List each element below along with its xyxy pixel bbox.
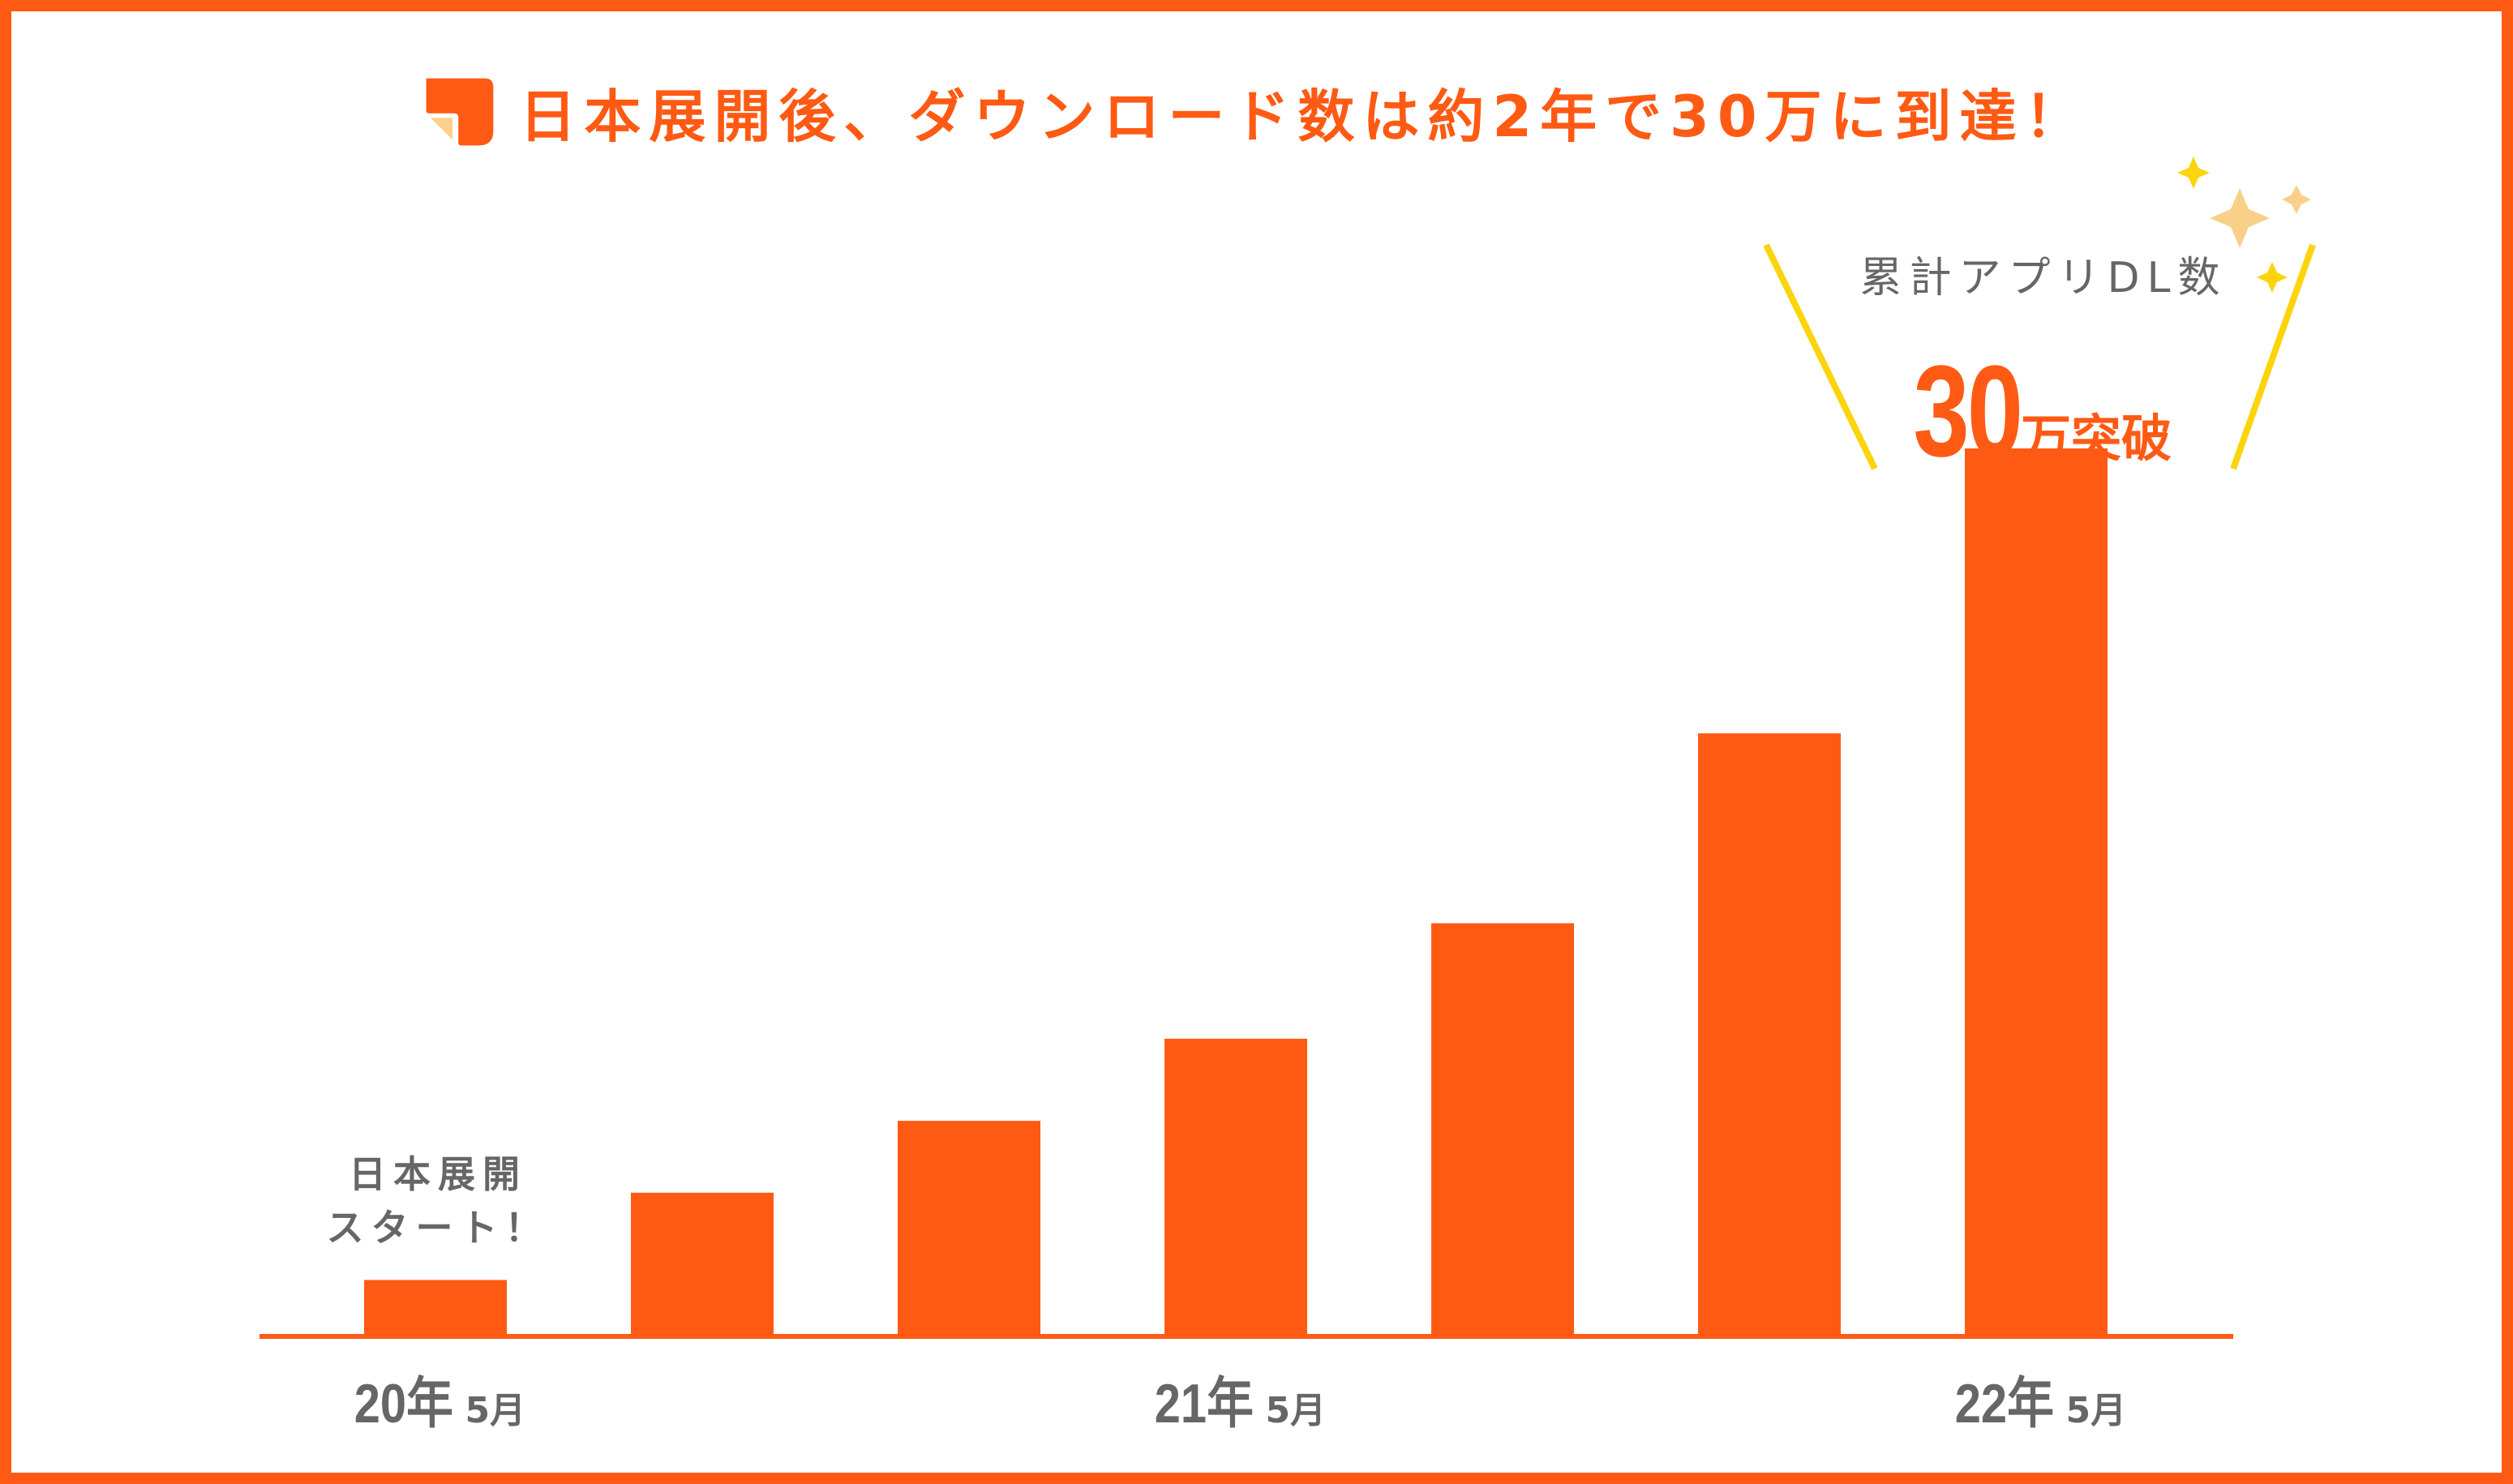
x-tick-month: 5月 (465, 1390, 526, 1431)
bars (364, 448, 2108, 1336)
page-title: 日本展開後、ダウンロード数は約2年で30万に到達！ (519, 83, 2090, 150)
launch-note-line2: スタート！ (326, 1206, 550, 1250)
bar-1 (631, 1192, 774, 1336)
bar-0 (364, 1280, 507, 1336)
x-tick-label-1: 21年 5月 (1098, 1358, 1374, 1439)
header: 日本展開後、ダウンロード数は約2年で30万に到達！ (0, 75, 2513, 150)
launch-note: 日本展開 スタート！ (300, 1147, 576, 1255)
total-downloads-annotation: 累計アプリDL数 30万突破 (1768, 243, 2319, 486)
bar-6 (1965, 448, 2108, 1336)
annotation-label: 累計アプリDL数 (1859, 254, 2228, 302)
sparkle-icon (2282, 185, 2311, 214)
annotation-number: 30 (1913, 338, 2023, 483)
brand-logo-icon (427, 78, 494, 146)
x-tick-year: 22年 (1954, 1373, 2054, 1435)
x-tick-year: 21年 (1154, 1373, 1254, 1435)
annotation-unit: 万突破 (2020, 409, 2172, 468)
right-ray (2230, 243, 2316, 470)
bar-5 (1698, 733, 1841, 1336)
annotation-value: 30万突破 (1768, 337, 2319, 486)
sparkle-icon (2177, 157, 2210, 189)
launch-note-line1: 日本展開 (349, 1152, 527, 1196)
x-tick-month: 5月 (2065, 1390, 2127, 1431)
bar-4 (1431, 923, 1574, 1336)
bar-2 (898, 1121, 1040, 1336)
x-tick-month: 5月 (1265, 1390, 1327, 1431)
highlight-rays (1763, 243, 2316, 470)
x-tick-year: 20年 (354, 1373, 453, 1435)
sparkles (2177, 157, 2311, 293)
sparkle-icon (2257, 262, 2288, 293)
bar-3 (1164, 1038, 1307, 1336)
sparkle-icon (2210, 188, 2270, 248)
x-tick-label-2: 22年 5月 (1898, 1358, 2174, 1439)
x-tick-label-0: 20年 5月 (298, 1358, 573, 1439)
left-ray (1763, 243, 1878, 470)
